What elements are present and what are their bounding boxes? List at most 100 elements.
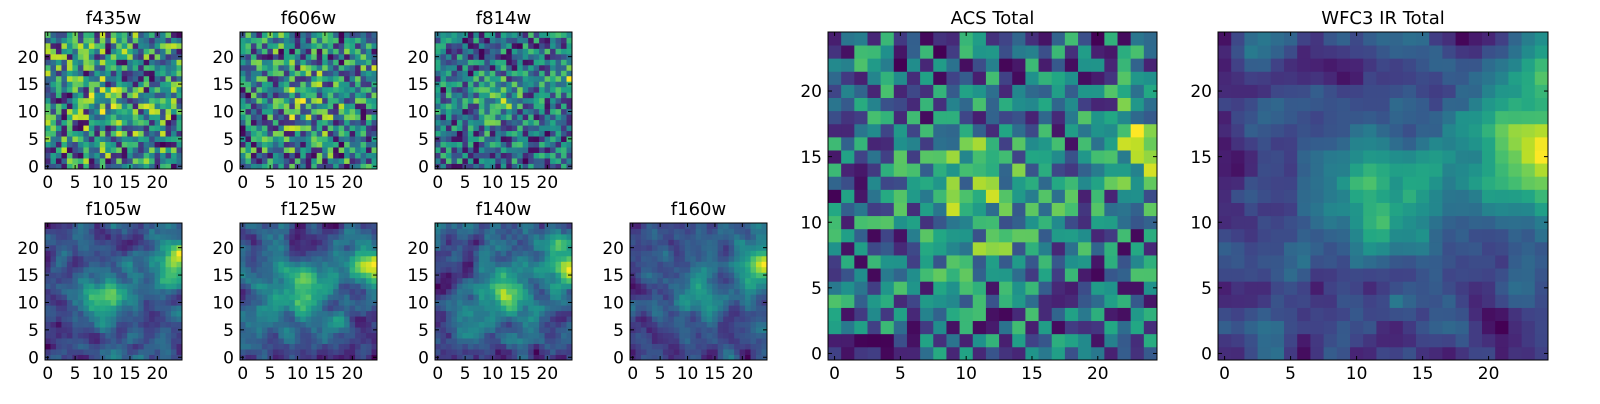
heatmap-cell: [333, 250, 339, 256]
heatmap-cell: [550, 223, 556, 229]
heatmap-cell: [1012, 281, 1026, 295]
heatmap-cell: [116, 54, 122, 60]
heatmap-cell: [311, 109, 317, 115]
heatmap-cell: [56, 81, 62, 87]
heatmap-cell: [946, 255, 960, 269]
heatmap-cell: [539, 338, 545, 344]
heatmap-cell: [339, 250, 345, 256]
heatmap-cell: [517, 261, 523, 267]
heatmap-cell: [155, 344, 161, 350]
heatmap-cell: [322, 283, 328, 289]
heatmap-cell: [446, 305, 452, 311]
heatmap-cell: [78, 114, 84, 120]
heatmap-cell: [94, 147, 100, 153]
heatmap-cell: [960, 294, 974, 308]
heatmap-cell: [67, 32, 73, 38]
heatmap-cell: [45, 311, 51, 317]
heatmap-cell: [245, 300, 251, 306]
heatmap-cell: [361, 239, 367, 245]
heatmap-cell: [89, 120, 95, 126]
heatmap-cell: [256, 54, 262, 60]
heatmap-cell: [61, 158, 67, 164]
heatmap-cell: [83, 48, 89, 54]
heatmap-cell: [550, 305, 556, 311]
heatmap-cell: [999, 203, 1013, 217]
heatmap-cell: [138, 37, 144, 43]
heatmap-cell: [484, 289, 490, 295]
heatmap-cell: [523, 76, 529, 82]
heatmap-cell: [111, 158, 117, 164]
heatmap-cell: [528, 283, 534, 289]
heatmap-cell: [484, 338, 490, 344]
heatmap-cell: [350, 131, 356, 137]
heatmap-cell: [729, 322, 735, 328]
heatmap-cell: [473, 245, 479, 251]
heatmap-cell: [446, 311, 452, 317]
heatmap-cell: [240, 114, 246, 120]
heatmap-cell: [446, 125, 452, 131]
heatmap-cell: [306, 250, 312, 256]
heatmap-cell: [278, 125, 284, 131]
heatmap-cell: [1118, 255, 1132, 269]
heatmap-cell: [506, 239, 512, 245]
heatmap-cell: [67, 103, 73, 109]
heatmap-cell: [311, 239, 317, 245]
heatmap-cell: [506, 109, 512, 115]
heatmap-cell: [740, 305, 746, 311]
y-tick-label: 10: [212, 103, 234, 123]
heatmap-cell: [440, 153, 446, 159]
heatmap-cell: [149, 333, 155, 339]
heatmap-cell: [751, 272, 757, 278]
heatmap-cell: [630, 294, 636, 300]
heatmap-cell: [933, 281, 947, 295]
heatmap-cell: [479, 70, 485, 76]
heatmap-cell: [328, 267, 334, 273]
heatmap-cell: [561, 316, 567, 322]
heatmap-cell: [133, 338, 139, 344]
heatmap-cell: [94, 92, 100, 98]
heatmap-cell: [72, 305, 78, 311]
heatmap-cell: [149, 283, 155, 289]
heatmap-cell: [729, 333, 735, 339]
heatmap-cell: [256, 59, 262, 65]
heatmap-cell: [344, 261, 350, 267]
heatmap-cell: [999, 229, 1013, 243]
heatmap-cell: [446, 223, 452, 229]
heatmap-cell: [734, 300, 740, 306]
heatmap-cell: [457, 333, 463, 339]
heatmap-cell: [1131, 176, 1145, 190]
heatmap-cell: [556, 37, 562, 43]
heatmap-cell: [72, 316, 78, 322]
heatmap-cell: [539, 65, 545, 71]
heatmap-cell: [1052, 321, 1066, 335]
heatmap-cell: [674, 289, 680, 295]
heatmap-cell: [45, 65, 51, 71]
heatmap-cell: [306, 316, 312, 322]
heatmap-cell: [473, 256, 479, 262]
heatmap-cell: [556, 59, 562, 65]
heatmap-cell: [756, 322, 762, 328]
heatmap-cell: [495, 250, 501, 256]
heatmap-cell: [284, 153, 290, 159]
heatmap-cell: [523, 311, 529, 317]
heatmap-cell: [729, 278, 735, 284]
heatmap-cell: [240, 322, 246, 328]
heatmap-cell: [457, 120, 463, 126]
heatmap-cell: [61, 234, 67, 240]
heatmap-cell: [751, 234, 757, 240]
heatmap-cell: [333, 59, 339, 65]
heatmap-cell: [45, 59, 51, 65]
heatmap-cell: [166, 261, 172, 267]
heatmap-cell: [534, 261, 540, 267]
heatmap-cell: [545, 228, 551, 234]
heatmap-cell: [67, 239, 73, 245]
heatmap-cell: [273, 120, 279, 126]
heatmap-cell: [284, 256, 290, 262]
heatmap-cell: [61, 250, 67, 256]
heatmap-cell: [350, 311, 356, 317]
heatmap-cell: [278, 283, 284, 289]
heatmap-cell: [663, 228, 669, 234]
heatmap-cell: [166, 65, 172, 71]
heatmap-cell: [723, 245, 729, 251]
heatmap-cell: [311, 48, 317, 54]
